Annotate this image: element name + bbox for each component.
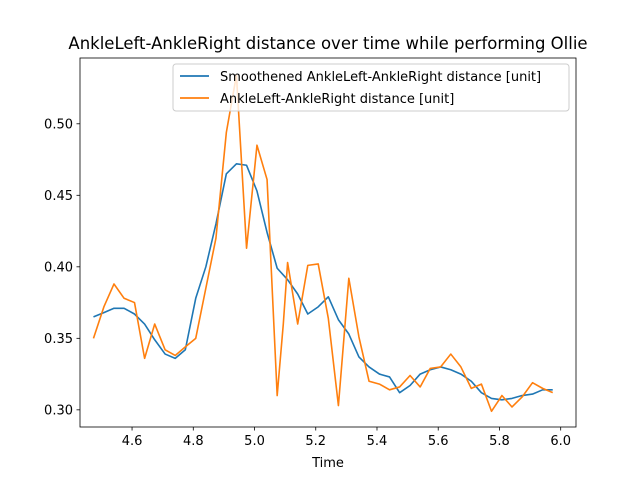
- y-tick-label: 0.40: [44, 260, 73, 275]
- x-tick-label: 6.0: [550, 434, 571, 449]
- y-axis: 0.30 0.35 0.40 0.45 0.50: [44, 117, 80, 418]
- x-tick-label: 5.8: [489, 434, 510, 449]
- series-layer: [92, 74, 554, 413]
- x-tick-label: 5.4: [367, 434, 388, 449]
- legend: Smoothened AnkleLeft-AnkleRight distance…: [172, 63, 570, 112]
- chart-title: AnkleLeft-AnkleRight distance over time …: [68, 34, 587, 53]
- y-tick-label: 0.30: [44, 403, 73, 418]
- y-tick-label: 0.35: [44, 332, 73, 347]
- y-tick-label: 0.45: [44, 189, 73, 204]
- x-tick-label: 5.2: [305, 434, 326, 449]
- x-axis-title: Time: [311, 456, 344, 471]
- y-tick-label: 0.50: [44, 117, 73, 132]
- x-axis: 4.6 4.8 5.0 5.2 5.4 5.6 5.8 6.0: [122, 427, 571, 449]
- series-line-raw: [92, 74, 554, 413]
- x-tick-label: 4.8: [183, 434, 204, 449]
- plot-area: [80, 58, 576, 427]
- x-tick-label: 4.6: [122, 434, 143, 449]
- legend-label-raw: AnkleLeft-AnkleRight distance [unit]: [220, 92, 454, 107]
- legend-box: [172, 63, 570, 112]
- legend-label-smoothened: Smoothened AnkleLeft-AnkleRight distance…: [220, 70, 541, 85]
- x-tick-label: 5.6: [428, 434, 449, 449]
- plot-frame: [79, 57, 577, 428]
- x-tick-label: 5.0: [244, 434, 265, 449]
